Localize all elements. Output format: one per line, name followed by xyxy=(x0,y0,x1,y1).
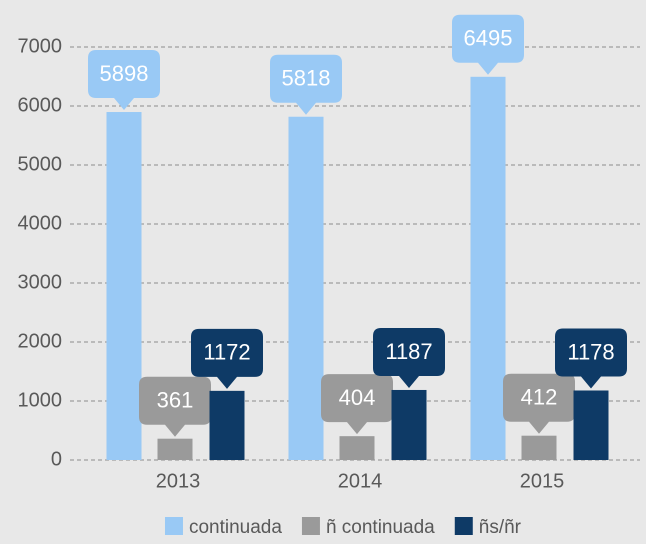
legend-swatch xyxy=(301,517,320,535)
data-label-callout xyxy=(503,373,575,434)
data-label-callout xyxy=(270,54,342,115)
data-label-callout xyxy=(191,328,263,389)
bar xyxy=(157,438,193,460)
data-label: 404 xyxy=(339,385,376,410)
bar xyxy=(339,436,375,460)
y-tick-label: 6000 xyxy=(18,94,63,116)
y-tick-label: 7000 xyxy=(18,35,63,57)
data-label-callout xyxy=(139,376,211,437)
data-label: 5898 xyxy=(100,61,149,86)
bar xyxy=(470,76,506,461)
y-tick-label: 2000 xyxy=(18,330,63,352)
x-tick-label: 2014 xyxy=(338,470,383,492)
x-tick-label: 2015 xyxy=(520,470,565,492)
y-tick-label: 0 xyxy=(51,448,62,470)
bar xyxy=(521,435,557,460)
legend-label: ñ continuada xyxy=(326,517,435,538)
data-label: 5818 xyxy=(282,66,331,91)
y-tick-label: 4000 xyxy=(18,212,63,234)
data-label: 412 xyxy=(521,385,558,410)
y-tick-label: 5000 xyxy=(18,153,63,175)
bar xyxy=(288,116,324,460)
legend-swatch xyxy=(164,517,183,535)
data-label-callout xyxy=(321,374,393,435)
data-label: 1178 xyxy=(567,339,614,364)
y-tick-label: 1000 xyxy=(18,389,63,411)
bar xyxy=(391,389,427,460)
y-tick-label: 3000 xyxy=(18,271,63,293)
legend-label: continuada xyxy=(189,517,282,538)
legend-label: ñs/ñr xyxy=(479,517,522,538)
bar xyxy=(209,390,245,460)
data-label: 6495 xyxy=(464,26,513,51)
bar xyxy=(573,390,609,460)
data-label: 1187 xyxy=(385,339,432,364)
bar xyxy=(106,112,142,460)
data-label: 1172 xyxy=(203,340,250,365)
data-label-callout xyxy=(452,14,524,75)
data-label-callout xyxy=(555,328,627,389)
data-label-callout xyxy=(88,50,160,111)
data-label: 361 xyxy=(157,388,194,413)
data-label-callout xyxy=(373,327,445,388)
x-tick-label: 2013 xyxy=(156,470,201,492)
legend-swatch xyxy=(454,517,473,535)
